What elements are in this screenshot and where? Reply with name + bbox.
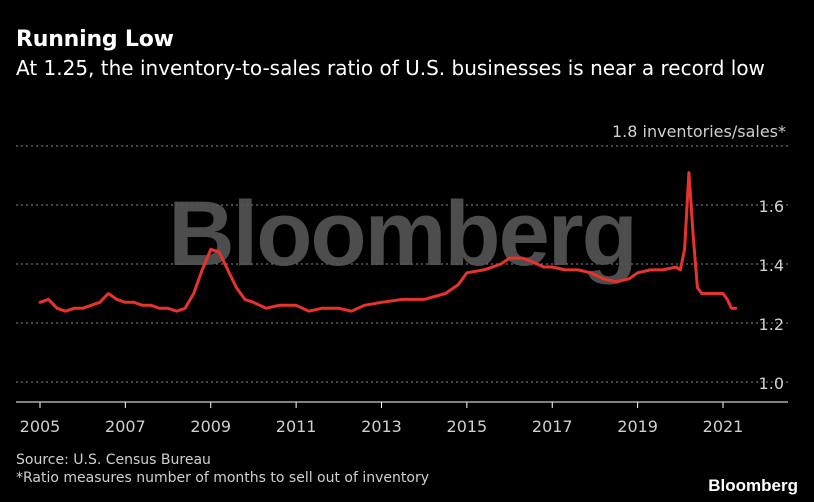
footnote: *Ratio measures number of months to sell…	[16, 470, 430, 486]
x-tick-label-2019: 2019	[617, 417, 658, 436]
x-axis-ticks: 2005 2007 2009 2011 2013 2015 2017 2019 2021	[20, 402, 744, 436]
x-tick-label-2017: 2017	[532, 417, 573, 436]
y-tick-label-1.0: 1.0	[759, 374, 784, 393]
line-chart: Bloomberg 2005 2007 2009 2011 2013 2015 2017 20…	[16, 122, 788, 436]
bloomberg-logo: Bloomberg	[708, 476, 798, 495]
x-tick-label-2013: 2013	[361, 417, 402, 436]
y-axis-ticks: 1.0 1.2 1.4 1.6 1.8 inventories/sales*	[612, 122, 786, 393]
series-layer	[38, 171, 738, 313]
source-note: Source: U.S. Census Bureau	[16, 452, 211, 468]
chart-subtitle: At 1.25, the inventory-to-sales ratio of…	[16, 56, 765, 80]
chart-title: Running Low	[16, 27, 174, 52]
x-tick-label-2011: 2011	[276, 417, 317, 436]
y-tick-label-1.2: 1.2	[759, 315, 784, 334]
x-tick-label-2021: 2021	[703, 417, 744, 436]
x-tick-label-2009: 2009	[190, 417, 231, 436]
y-tick-label-top: 1.8 inventories/sales*	[612, 122, 786, 141]
x-tick-label-2007: 2007	[105, 417, 146, 436]
gridlines	[16, 145, 788, 383]
x-tick-label-2015: 2015	[447, 417, 488, 436]
y-tick-label-1.4: 1.4	[759, 256, 784, 275]
x-tick-label-2005: 2005	[20, 417, 61, 436]
series-line-0	[38, 171, 738, 313]
y-tick-label-1.6: 1.6	[759, 197, 784, 216]
